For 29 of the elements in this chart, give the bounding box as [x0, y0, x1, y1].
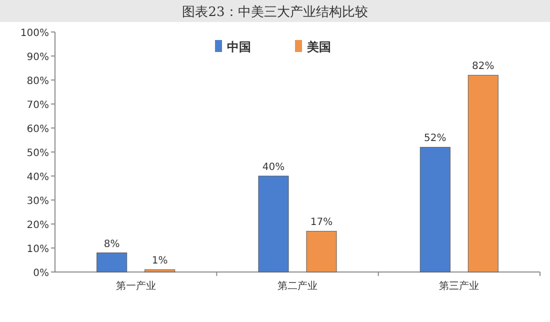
legend-label: 美国 — [306, 40, 331, 54]
y-tick-label: 90% — [26, 52, 49, 63]
y-tick-label: 0% — [33, 268, 49, 279]
data-label: 82% — [472, 61, 494, 72]
x-tick-label: 第一产业 — [116, 280, 156, 292]
bar — [96, 252, 128, 272]
bar — [258, 176, 289, 272]
data-label: 52% — [424, 133, 446, 144]
y-tick-label: 100% — [20, 28, 49, 39]
x-tick-label: 第二产业 — [278, 280, 318, 292]
data-label: 8% — [104, 238, 120, 250]
y-tick-label: 70% — [26, 100, 49, 111]
chart-title: 图表23：中美三大产业结构比较 — [182, 4, 368, 20]
data-label: 1% — [152, 256, 168, 267]
bar — [144, 269, 176, 272]
legend-label: 中国 — [227, 40, 251, 54]
y-tick-label: 50% — [26, 148, 49, 159]
y-tick-label: 80% — [26, 76, 49, 87]
x-tick-label: 第三产业 — [439, 280, 480, 292]
y-tick-label: 40% — [26, 172, 49, 183]
y-tick-label: 20% — [26, 220, 49, 231]
data-label: 40% — [262, 162, 285, 173]
bar — [420, 146, 450, 272]
y-tick-label: 10% — [26, 244, 49, 255]
bar — [468, 74, 498, 272]
y-tick-label: 60% — [26, 124, 49, 135]
bar — [306, 230, 337, 272]
y-tick-label: 30% — [26, 196, 49, 207]
data-label: 17% — [310, 217, 333, 228]
